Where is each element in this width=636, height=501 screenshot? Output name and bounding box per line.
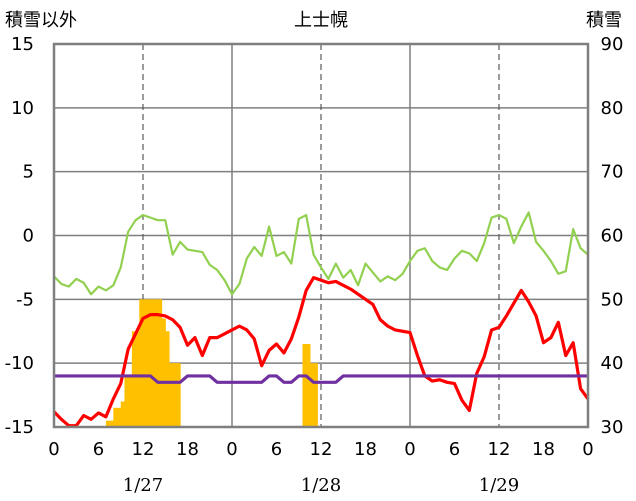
chart-title: 上士幌 xyxy=(294,10,348,31)
right-tick-label-5: 40 xyxy=(601,353,624,374)
x-tick-label-5: 6 xyxy=(271,439,282,460)
series-line-3 xyxy=(54,374,588,384)
left-tick-label-0: 15 xyxy=(11,34,34,55)
x-tick-label-10: 12 xyxy=(488,439,511,460)
snow-bar-7 xyxy=(146,299,155,427)
x-tick-label-12: 0 xyxy=(582,439,593,460)
date-label-0: 1/27 xyxy=(123,475,163,496)
snow-bar-0 xyxy=(105,420,114,427)
snow-bar-3 xyxy=(124,375,133,427)
x-tick-label-8: 0 xyxy=(404,439,415,460)
right-tick-label-0: 90 xyxy=(601,34,624,55)
right-tick-label-1: 80 xyxy=(601,98,624,119)
x-tick-label-1: 6 xyxy=(93,439,104,460)
x-tick-label-6: 12 xyxy=(310,439,333,460)
left-tick-label-2: 5 xyxy=(23,162,34,183)
plot-frame xyxy=(52,42,590,429)
left-axis-label: 積雪以外 xyxy=(5,10,77,31)
right-tick-label-4: 50 xyxy=(601,289,624,310)
snow-bar-12 xyxy=(172,363,181,427)
right-tick-label-2: 70 xyxy=(601,162,624,183)
left-tick-label-3: 0 xyxy=(23,226,34,247)
right-tick-label-3: 60 xyxy=(601,226,624,247)
x-tick-label-7: 18 xyxy=(354,439,377,460)
x-tick-label-2: 12 xyxy=(132,439,155,460)
left-tick-label-1: 10 xyxy=(11,98,34,119)
date-label-1: 1/28 xyxy=(301,475,341,496)
x-tick-label-9: 6 xyxy=(449,439,460,460)
series-line-1 xyxy=(53,211,589,296)
right-axis-label: 積雪 xyxy=(586,10,622,31)
left-tick-label-4: -5 xyxy=(16,289,34,310)
snow-bar-1 xyxy=(113,407,122,427)
x-tick-label-11: 18 xyxy=(532,439,555,460)
x-tick-label-4: 0 xyxy=(226,439,237,460)
snow-bar-13 xyxy=(302,344,311,427)
snow-bar-14 xyxy=(309,363,318,427)
x-tick-label-3: 18 xyxy=(176,439,199,460)
snow-bar-10 xyxy=(161,331,170,427)
snow-bar-5 xyxy=(131,331,140,427)
date-label-2: 1/29 xyxy=(479,475,519,496)
right-tick-label-6: 30 xyxy=(601,417,624,438)
left-tick-label-5: -10 xyxy=(5,353,34,374)
x-tick-label-0: 0 xyxy=(48,439,59,460)
snow-bar-6 xyxy=(139,299,148,427)
left-tick-label-6: -15 xyxy=(5,417,34,438)
series-line-2 xyxy=(52,276,590,428)
